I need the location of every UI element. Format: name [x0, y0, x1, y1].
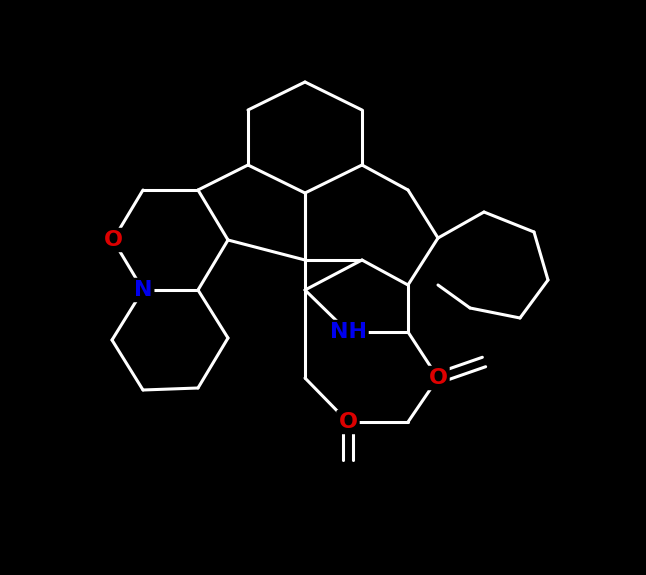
Text: O: O [428, 368, 448, 388]
Text: NH: NH [329, 322, 366, 342]
Text: O: O [339, 412, 357, 432]
Text: N: N [134, 280, 152, 300]
Text: O: O [103, 230, 123, 250]
